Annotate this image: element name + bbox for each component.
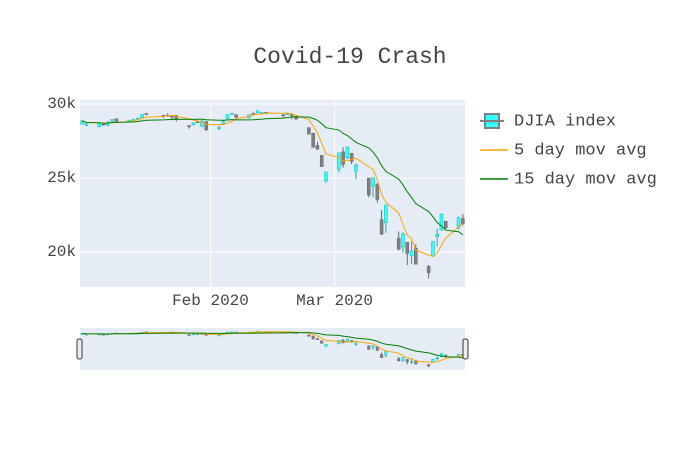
candle-body	[234, 114, 238, 118]
candle-body	[375, 183, 380, 200]
candle-body	[170, 115, 174, 118]
candle-body	[84, 123, 89, 126]
candle-body	[311, 132, 315, 148]
candle-body	[371, 345, 375, 348]
legend-label: DJIA index	[514, 112, 616, 131]
candle-body	[384, 351, 388, 356]
candle-body	[294, 116, 298, 120]
candle-body	[140, 114, 144, 119]
candle-body	[384, 204, 388, 224]
candle-body	[444, 220, 448, 229]
candle-body	[217, 127, 221, 130]
candle-body	[401, 233, 405, 248]
candle-body	[439, 353, 443, 358]
candle-body	[187, 125, 191, 127]
candle-body	[367, 345, 371, 350]
candle-body	[345, 146, 350, 158]
candle-body	[410, 360, 414, 363]
moving-average-line	[81, 112, 464, 258]
candle-body	[217, 334, 221, 337]
moving-average-line	[81, 116, 464, 236]
grid: 20k 25k 30k Feb 2020 Mar 2020	[47, 95, 465, 310]
chart-title: Covid-19 Crash	[253, 44, 446, 70]
candle-body	[307, 334, 311, 337]
candle-body	[341, 151, 345, 165]
candle-body	[319, 155, 324, 167]
candle-body	[405, 242, 409, 254]
candle-body	[367, 177, 371, 196]
candle-body	[427, 364, 431, 367]
candle-body	[191, 333, 195, 336]
y-tick-label: 25k	[47, 169, 76, 187]
candle-body	[375, 346, 379, 351]
candle-body	[409, 250, 414, 257]
candle-body	[396, 238, 401, 250]
candle-body	[345, 338, 349, 342]
candle-body	[431, 241, 435, 257]
candle-body	[354, 342, 358, 345]
candle-body	[281, 114, 285, 116]
slider-plot	[80, 331, 465, 368]
candle-body	[230, 331, 234, 334]
candle-body	[221, 121, 226, 124]
candle-body	[320, 340, 324, 344]
candle-body	[187, 334, 191, 336]
candle-body	[97, 122, 101, 127]
moving-average-line	[82, 332, 463, 359]
candle-body	[285, 113, 290, 115]
candle-body	[114, 118, 119, 122]
candle-body	[337, 152, 341, 170]
candle-body	[371, 177, 375, 187]
range-slider[interactable]	[80, 328, 465, 370]
candle-body	[255, 110, 260, 114]
candle-body	[324, 171, 328, 182]
main-plot	[80, 110, 465, 279]
candle-body	[225, 114, 230, 120]
candle-body	[405, 359, 409, 363]
candle-body	[191, 122, 196, 126]
y-tick-label: 20k	[47, 243, 76, 261]
x-tick-label: Mar 2020	[296, 292, 373, 310]
y-tick-label: 30k	[47, 95, 76, 113]
candle-body	[204, 121, 208, 131]
candle-body	[315, 338, 319, 340]
candle-body	[397, 358, 401, 362]
legend-label: 5 day mov avg	[514, 141, 647, 160]
candle-body	[461, 218, 465, 224]
candle-body	[426, 266, 431, 274]
legend-label: 15 day mov avg	[514, 170, 657, 189]
x-tick-label: Feb 2020	[172, 292, 249, 310]
slider-handle-left[interactable]	[76, 338, 83, 360]
candle-body	[435, 357, 439, 359]
candle-body	[106, 122, 110, 126]
candle-body	[444, 354, 448, 357]
candle-body	[414, 248, 418, 265]
candle-body	[110, 119, 114, 122]
legend[interactable]: DJIA index 5 day mov avg 15 day mov avg	[480, 112, 657, 189]
candle-body	[380, 354, 384, 358]
candle-body	[379, 219, 384, 235]
plot-area	[80, 100, 465, 287]
candle-body	[315, 145, 320, 150]
candle-body	[311, 335, 315, 340]
candle-body	[307, 127, 311, 135]
candle-body	[144, 113, 149, 115]
candle-body	[349, 153, 354, 162]
candle-body	[101, 123, 106, 126]
candle-body	[337, 340, 341, 345]
candle-body	[354, 164, 358, 172]
slider-handle-right[interactable]	[462, 338, 469, 360]
candle-body	[401, 357, 405, 361]
candle-body	[435, 233, 439, 237]
candle-body	[439, 213, 444, 231]
candle-body	[230, 112, 234, 115]
candle-body	[324, 344, 328, 347]
candle-body	[84, 333, 88, 336]
candle-body	[80, 120, 84, 125]
